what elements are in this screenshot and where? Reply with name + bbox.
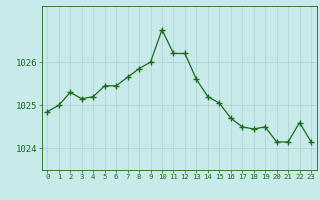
Text: Graphe pression niveau de la mer (hPa): Graphe pression niveau de la mer (hPa) <box>48 183 272 193</box>
